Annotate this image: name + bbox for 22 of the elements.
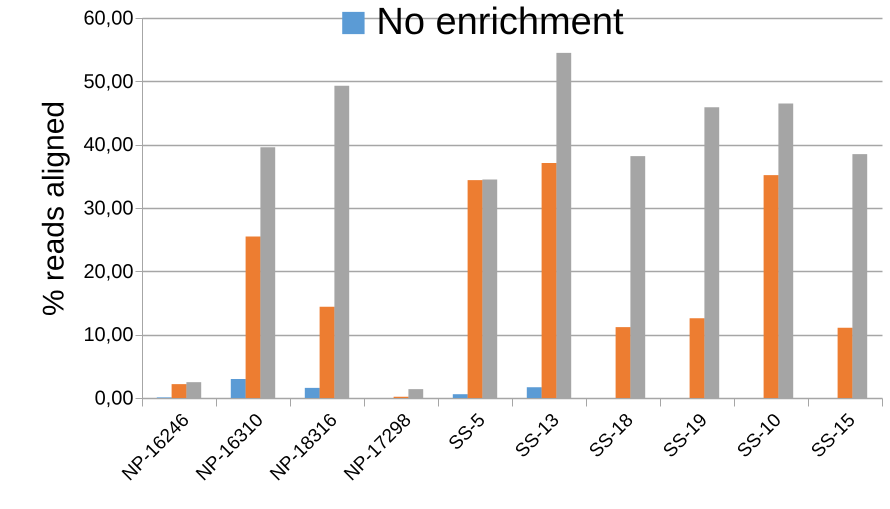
bar (468, 180, 482, 398)
bar (764, 175, 778, 398)
y-axis-title: % reads aligned (37, 100, 70, 316)
bar (616, 327, 630, 398)
y-tick-label: 60,00 (83, 8, 134, 30)
bar (526, 387, 542, 398)
bar (542, 163, 556, 398)
y-tick-label: 0,00 (94, 388, 134, 410)
bar (320, 306, 334, 398)
bar (230, 379, 246, 398)
y-tick-label: 30,00 (83, 198, 134, 220)
y-tick-label: 40,00 (83, 134, 134, 156)
y-tick-label: 20,00 (83, 260, 134, 283)
bar (838, 328, 852, 398)
bar (246, 236, 260, 398)
bar (690, 318, 704, 398)
legend-label: No enrichment (376, 1, 624, 43)
y-tick-label: 50,00 (83, 70, 134, 93)
bar (452, 394, 468, 398)
bar (172, 384, 186, 398)
bar (304, 388, 320, 398)
y-tick-label: 10,00 (83, 324, 134, 346)
